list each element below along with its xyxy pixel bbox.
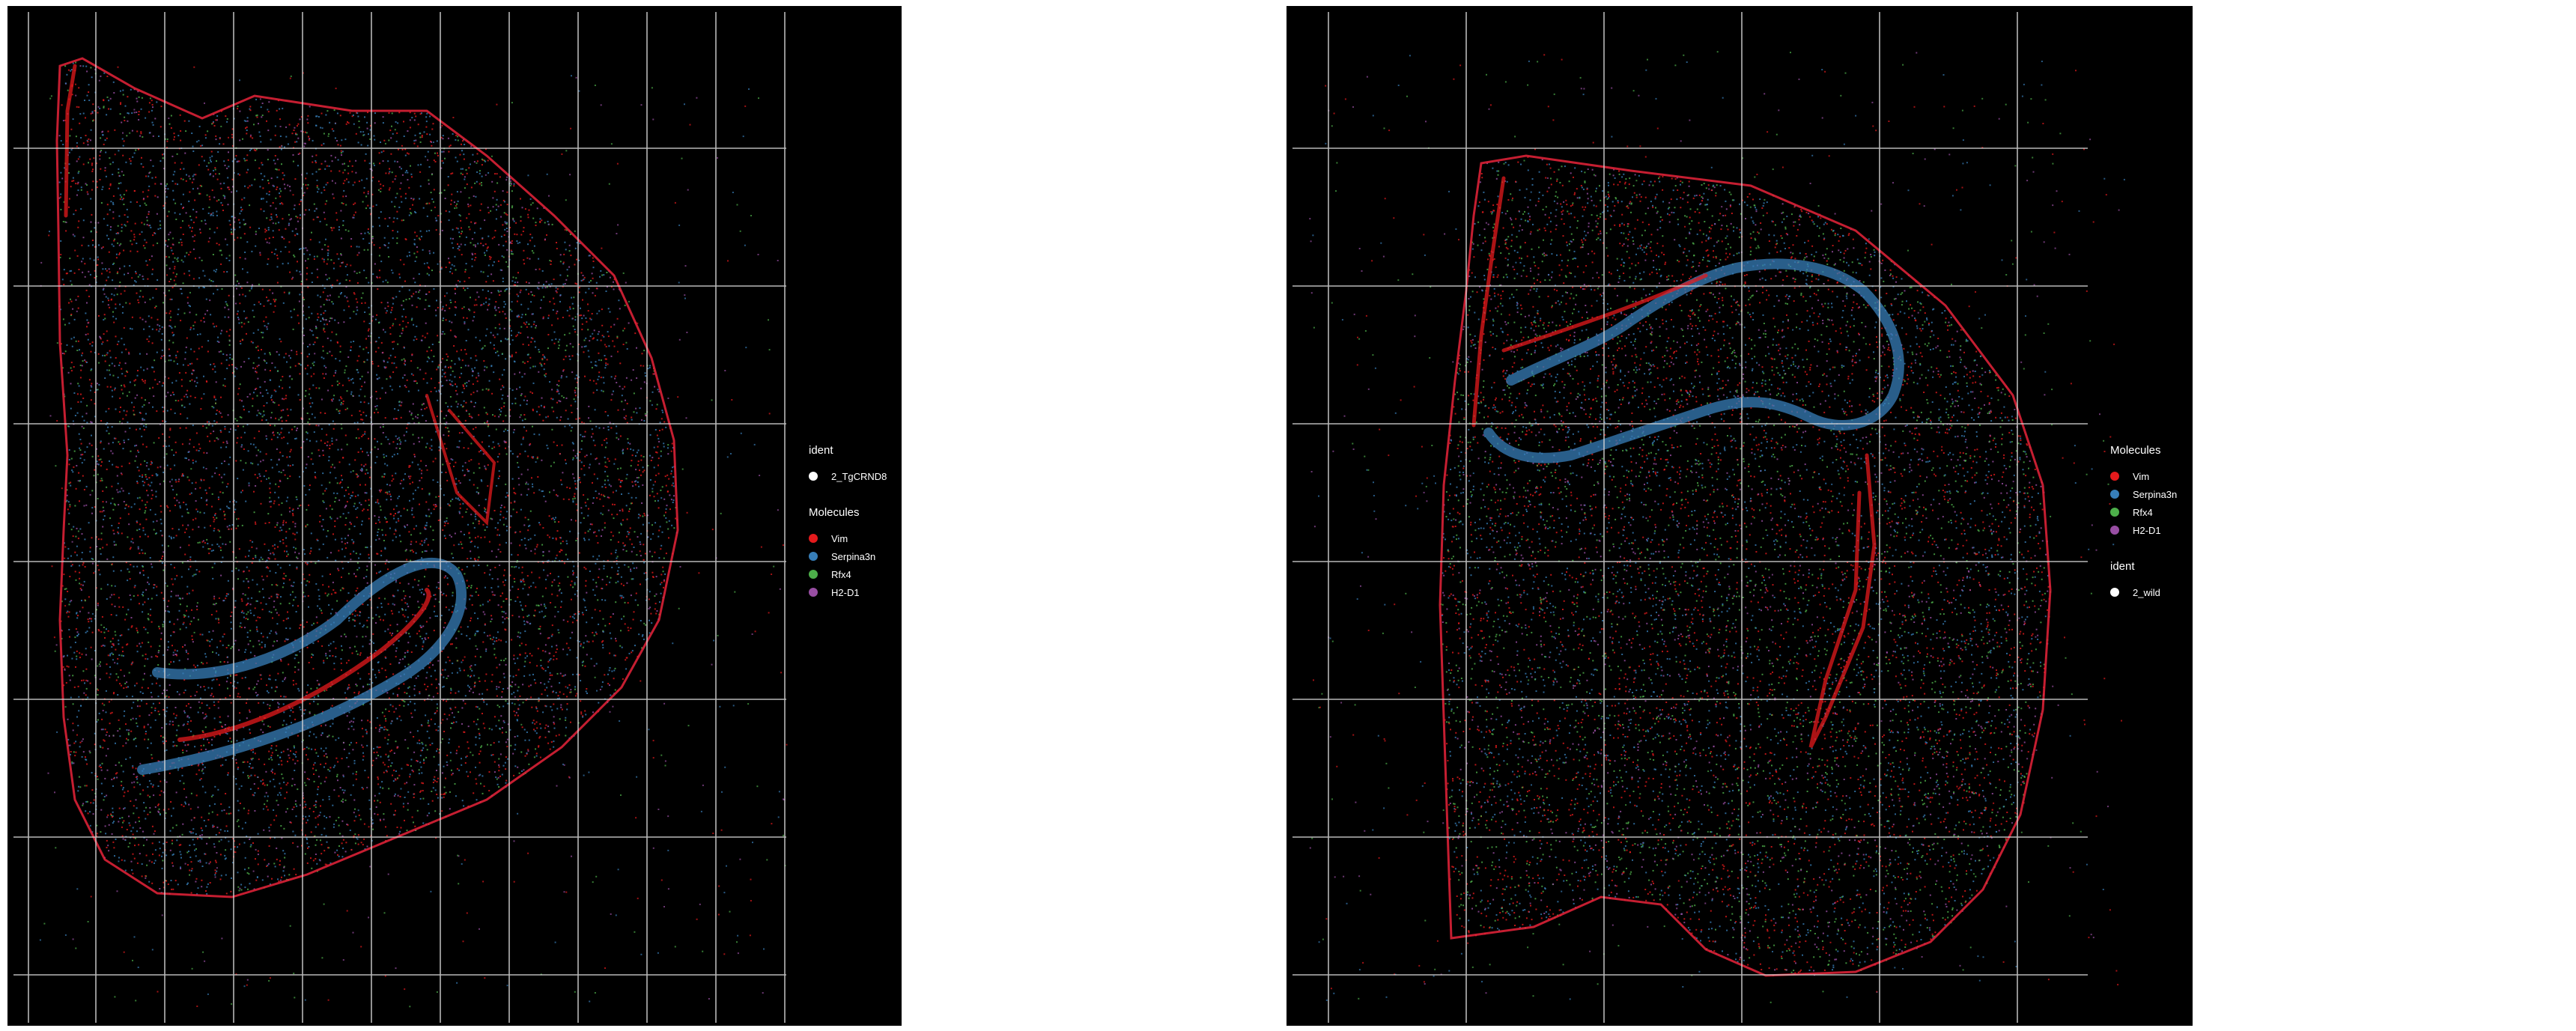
legend-item-h2-d1: H2-D1 (809, 583, 887, 601)
molecule-points (39, 61, 788, 1008)
legend-dot (2110, 588, 2119, 597)
legend-dot (809, 534, 818, 543)
legend-ident-group: ident 2_wild (2110, 560, 2177, 601)
legend-molecules-group: Molecules Vim Serpina3n Rfx4 H2-D1 (809, 506, 887, 601)
vim-midline (64, 64, 77, 218)
legend-label: Serpina3n (831, 551, 875, 562)
legend-label: Vim (831, 533, 848, 544)
legend-item-rfx4: Rfx4 (809, 565, 887, 583)
legend-molecules-title: Molecules (809, 506, 887, 519)
legend-item-serpina3n: Serpina3n (809, 547, 887, 565)
vim-band (1501, 273, 1708, 353)
legend-dot (809, 472, 818, 481)
legend-ident-item: 2_TgCRND8 (809, 467, 887, 485)
legend-tgcrnd8: ident 2_TgCRND8 Molecules Vim Serpina3n … (809, 444, 887, 622)
vim-vessel (425, 394, 496, 526)
legend-molecules-title: Molecules (2110, 444, 2177, 457)
legend-ident-label: 2_wild (2133, 587, 2160, 598)
legend-ident-item: 2_wild (2110, 583, 2177, 601)
legend-ident-label: 2_TgCRND8 (831, 471, 887, 482)
scatter-plot-wild (1292, 12, 2125, 1023)
legend-molecules-group: Molecules Vim Serpina3n Rfx4 H2-D1 (2110, 444, 2177, 539)
vim-midline (1471, 176, 1506, 428)
plot-panel-wild: Molecules Vim Serpina3n Rfx4 H2-D1 ident (1287, 6, 2193, 1026)
legend-dot (2110, 508, 2119, 517)
legend-dot (809, 570, 818, 579)
vim-vessel (1808, 453, 1877, 749)
legend-label: Rfx4 (2133, 507, 2153, 518)
legend-dot (2110, 490, 2119, 499)
grid-lines (1292, 12, 2088, 1023)
legend-label: Vim (2133, 471, 2149, 482)
legend-ident-group: ident 2_TgCRND8 (809, 444, 887, 485)
molecule-points (1309, 51, 2125, 1003)
legend-dot (809, 552, 818, 561)
tissue-outline (55, 57, 679, 898)
legend-item-rfx4: Rfx4 (2110, 503, 2177, 521)
legend-label: H2-D1 (831, 587, 860, 598)
legend-dot (2110, 472, 2119, 481)
plot-panel-tgcrnd8: ident 2_TgCRND8 Molecules Vim Serpina3n … (7, 6, 902, 1026)
legend-item-vim: Vim (809, 529, 887, 547)
legend-ident-title: ident (2110, 560, 2177, 573)
scatter-plot-tgcrnd8 (13, 12, 788, 1023)
serpina3n-band (1483, 258, 1904, 463)
tissue-outline (1439, 154, 2052, 977)
legend-dot (2110, 526, 2119, 535)
legend-label: Serpina3n (2133, 489, 2177, 500)
grid-lines (13, 12, 786, 1023)
legend-ident-title: ident (809, 444, 887, 457)
legend-item-h2-d1: H2-D1 (2110, 521, 2177, 539)
legend-item-serpina3n: Serpina3n (2110, 485, 2177, 503)
legend-item-vim: Vim (2110, 467, 2177, 485)
serpina3n-band (137, 557, 467, 775)
legend-label: H2-D1 (2133, 525, 2161, 536)
vim-band (177, 588, 431, 742)
legend-label: Rfx4 (831, 569, 851, 580)
legend-wild: Molecules Vim Serpina3n Rfx4 H2-D1 ident (2110, 444, 2177, 622)
legend-dot (809, 588, 818, 597)
